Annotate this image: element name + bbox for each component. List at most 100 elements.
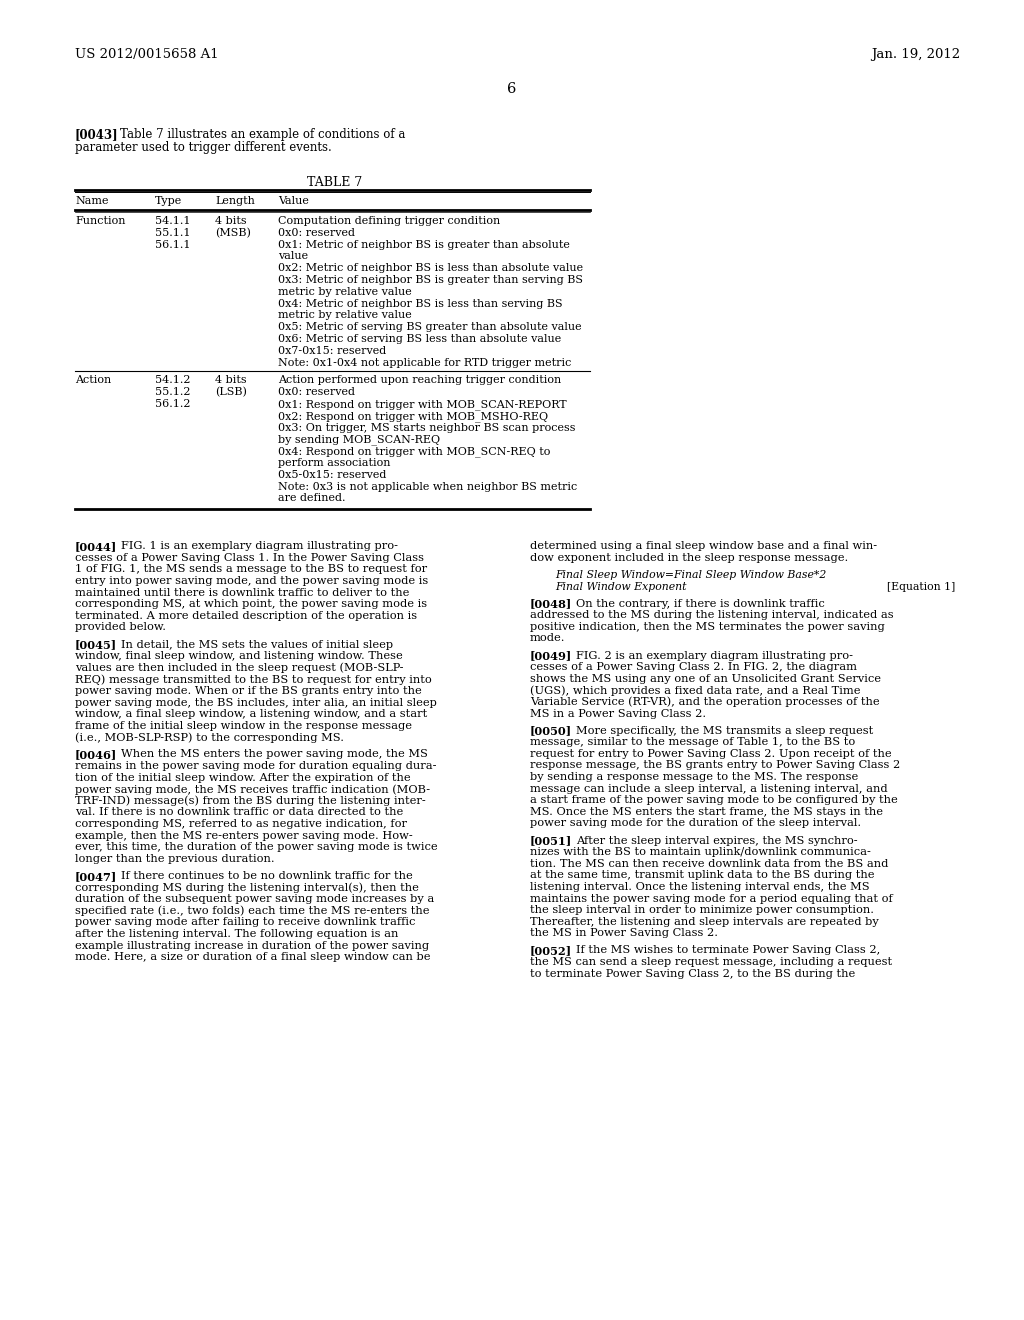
Text: mode. Here, a size or duration of a final sleep window can be: mode. Here, a size or duration of a fina…: [75, 952, 430, 962]
Text: by sending a response message to the MS. The response: by sending a response message to the MS.…: [530, 772, 858, 781]
Text: 56.1.2: 56.1.2: [155, 399, 190, 409]
Text: 0x0: reserved: 0x0: reserved: [278, 387, 355, 397]
Text: 0x2: Respond on trigger with MOB_MSHO-REQ: 0x2: Respond on trigger with MOB_MSHO-RE…: [278, 411, 548, 421]
Text: the sleep interval in order to minimize power consumption.: the sleep interval in order to minimize …: [530, 906, 874, 915]
Text: TRF-IND) message(s) from the BS during the listening inter-: TRF-IND) message(s) from the BS during t…: [75, 796, 426, 807]
Text: 55.1.2: 55.1.2: [155, 387, 190, 397]
Text: message can include a sleep interval, a listening interval, and: message can include a sleep interval, a …: [530, 784, 888, 793]
Text: REQ) message transmitted to the BS to request for entry into: REQ) message transmitted to the BS to re…: [75, 675, 432, 685]
Text: 0x7-0x15: reserved: 0x7-0x15: reserved: [278, 346, 386, 356]
Text: [0049]: [0049]: [530, 651, 572, 661]
Text: Note: 0x1-0x4 not applicable for RTD trigger metric: Note: 0x1-0x4 not applicable for RTD tri…: [278, 358, 571, 367]
Text: Computation defining trigger condition: Computation defining trigger condition: [278, 216, 501, 226]
Text: 0x6: Metric of serving BS less than absolute value: 0x6: Metric of serving BS less than abso…: [278, 334, 561, 345]
Text: FIG. 1 is an exemplary diagram illustrating pro-: FIG. 1 is an exemplary diagram illustrat…: [121, 541, 398, 552]
Text: example illustrating increase in duration of the power saving: example illustrating increase in duratio…: [75, 941, 429, 950]
Text: longer than the previous duration.: longer than the previous duration.: [75, 854, 274, 863]
Text: [0045]: [0045]: [75, 639, 117, 651]
Text: metric by relative value: metric by relative value: [278, 286, 412, 297]
Text: power saving mode. When or if the BS grants entry into the: power saving mode. When or if the BS gra…: [75, 686, 422, 696]
Text: 4 bits: 4 bits: [215, 375, 247, 385]
Text: at the same time, transmit uplink data to the BS during the: at the same time, transmit uplink data t…: [530, 870, 874, 880]
Text: terminated. A more detailed description of the operation is: terminated. A more detailed description …: [75, 611, 417, 620]
Text: (MSB): (MSB): [215, 228, 251, 238]
Text: When the MS enters the power saving mode, the MS: When the MS enters the power saving mode…: [121, 750, 428, 759]
Text: Value: Value: [278, 195, 309, 206]
Text: Action: Action: [75, 375, 112, 385]
Text: duration of the subsequent power saving mode increases by a: duration of the subsequent power saving …: [75, 894, 434, 904]
Text: are defined.: are defined.: [278, 494, 345, 503]
Text: entry into power saving mode, and the power saving mode is: entry into power saving mode, and the po…: [75, 576, 428, 586]
Text: frame of the initial sleep window in the response message: frame of the initial sleep window in the…: [75, 721, 412, 731]
Text: Final Window Exponent: Final Window Exponent: [555, 582, 686, 591]
Text: power saving mode for the duration of the sleep interval.: power saving mode for the duration of th…: [530, 818, 861, 829]
Text: cesses of a Power Saving Class 2. In FIG. 2, the diagram: cesses of a Power Saving Class 2. In FIG…: [530, 663, 857, 672]
Text: metric by relative value: metric by relative value: [278, 310, 412, 321]
Text: provided below.: provided below.: [75, 623, 166, 632]
Text: In detail, the MS sets the values of initial sleep: In detail, the MS sets the values of ini…: [121, 639, 393, 649]
Text: tion. The MS can then receive downlink data from the BS and: tion. The MS can then receive downlink d…: [530, 859, 889, 869]
Text: values are then included in the sleep request (MOB-SLP-: values are then included in the sleep re…: [75, 663, 403, 673]
Text: example, then the MS re-enters power saving mode. How-: example, then the MS re-enters power sav…: [75, 830, 413, 841]
Text: cesses of a Power Saving Class 1. In the Power Saving Class: cesses of a Power Saving Class 1. In the…: [75, 553, 424, 562]
Text: a start frame of the power saving mode to be configured by the: a start frame of the power saving mode t…: [530, 795, 898, 805]
Text: (i.e., MOB-SLP-RSP) to the corresponding MS.: (i.e., MOB-SLP-RSP) to the corresponding…: [75, 733, 344, 743]
Text: US 2012/0015658 A1: US 2012/0015658 A1: [75, 48, 219, 61]
Text: 54.1.2: 54.1.2: [155, 375, 190, 385]
Text: Final Sleep Window=Final Sleep Window Base*2: Final Sleep Window=Final Sleep Window Ba…: [555, 570, 826, 579]
Text: [Equation 1]: [Equation 1]: [887, 582, 955, 591]
Text: the MS in Power Saving Class 2.: the MS in Power Saving Class 2.: [530, 928, 718, 939]
Text: Length: Length: [215, 195, 255, 206]
Text: maintained until there is downlink traffic to deliver to the: maintained until there is downlink traff…: [75, 587, 410, 598]
Text: addressed to the MS during the listening interval, indicated as: addressed to the MS during the listening…: [530, 610, 894, 620]
Text: nizes with the BS to maintain uplink/downlink communica-: nizes with the BS to maintain uplink/dow…: [530, 847, 870, 857]
Text: Note: 0x3 is not applicable when neighbor BS metric: Note: 0x3 is not applicable when neighbo…: [278, 482, 578, 491]
Text: [0044]: [0044]: [75, 541, 118, 552]
Text: TABLE 7: TABLE 7: [307, 176, 362, 189]
Text: 6: 6: [507, 82, 517, 96]
Text: value: value: [278, 251, 308, 261]
Text: (UGS), which provides a fixed data rate, and a Real Time: (UGS), which provides a fixed data rate,…: [530, 685, 860, 696]
Text: MS. Once the MS enters the start frame, the MS stays in the: MS. Once the MS enters the start frame, …: [530, 807, 883, 817]
Text: More specifically, the MS transmits a sleep request: More specifically, the MS transmits a sl…: [575, 726, 873, 735]
Text: If the MS wishes to terminate Power Saving Class 2,: If the MS wishes to terminate Power Savi…: [575, 945, 881, 956]
Text: mode.: mode.: [530, 634, 565, 643]
Text: the MS can send a sleep request message, including a request: the MS can send a sleep request message,…: [530, 957, 892, 968]
Text: message, similar to the message of Table 1, to the BS to: message, similar to the message of Table…: [530, 737, 855, 747]
Text: [0050]: [0050]: [530, 726, 572, 737]
Text: power saving mode, the MS receives traffic indication (MOB-: power saving mode, the MS receives traff…: [75, 784, 430, 795]
Text: 0x4: Metric of neighbor BS is less than serving BS: 0x4: Metric of neighbor BS is less than …: [278, 298, 562, 309]
Text: positive indication, then the MS terminates the power saving: positive indication, then the MS termina…: [530, 622, 885, 632]
Text: specified rate (i.e., two folds) each time the MS re-enters the: specified rate (i.e., two folds) each ti…: [75, 906, 429, 916]
Text: after the listening interval. The following equation is an: after the listening interval. The follow…: [75, 929, 398, 939]
Text: Type: Type: [155, 195, 182, 206]
Text: 0x3: Metric of neighbor BS is greater than serving BS: 0x3: Metric of neighbor BS is greater th…: [278, 275, 583, 285]
Text: by sending MOB_SCAN-REQ: by sending MOB_SCAN-REQ: [278, 434, 440, 445]
Text: 0x4: Respond on trigger with MOB_SCN-REQ to: 0x4: Respond on trigger with MOB_SCN-REQ…: [278, 446, 550, 457]
Text: window, final sleep window, and listening window. These: window, final sleep window, and listenin…: [75, 651, 402, 661]
Text: [0052]: [0052]: [530, 945, 572, 957]
Text: 1 of FIG. 1, the MS sends a message to the BS to request for: 1 of FIG. 1, the MS sends a message to t…: [75, 565, 427, 574]
Text: 0x1: Respond on trigger with MOB_SCAN-REPORT: 0x1: Respond on trigger with MOB_SCAN-RE…: [278, 399, 566, 409]
Text: Action performed upon reaching trigger condition: Action performed upon reaching trigger c…: [278, 375, 561, 385]
Text: Thereafter, the listening and sleep intervals are repeated by: Thereafter, the listening and sleep inte…: [530, 916, 879, 927]
Text: (LSB): (LSB): [215, 387, 247, 397]
Text: request for entry to Power Saving Class 2. Upon receipt of the: request for entry to Power Saving Class …: [530, 748, 892, 759]
Text: After the sleep interval expires, the MS synchro-: After the sleep interval expires, the MS…: [575, 836, 858, 846]
Text: [0051]: [0051]: [530, 836, 572, 846]
Text: 56.1.1: 56.1.1: [155, 240, 190, 249]
Text: parameter used to trigger different events.: parameter used to trigger different even…: [75, 141, 332, 154]
Text: 54.1.1: 54.1.1: [155, 216, 190, 226]
Text: If there continues to be no downlink traffic for the: If there continues to be no downlink tra…: [121, 871, 413, 880]
Text: [0047]: [0047]: [75, 871, 118, 882]
Text: Name: Name: [75, 195, 109, 206]
Text: corresponding MS during the listening interval(s), then the: corresponding MS during the listening in…: [75, 883, 419, 894]
Text: Table 7 illustrates an example of conditions of a: Table 7 illustrates an example of condit…: [120, 128, 406, 141]
Text: listening interval. Once the listening interval ends, the MS: listening interval. Once the listening i…: [530, 882, 869, 892]
Text: 4 bits: 4 bits: [215, 216, 247, 226]
Text: power saving mode, the BS includes, inter alia, an initial sleep: power saving mode, the BS includes, inte…: [75, 697, 437, 708]
Text: On the contrary, if there is downlink traffic: On the contrary, if there is downlink tr…: [575, 598, 824, 609]
Text: 0x5: Metric of serving BS greater than absolute value: 0x5: Metric of serving BS greater than a…: [278, 322, 582, 333]
Text: power saving mode after failing to receive downlink traffic: power saving mode after failing to recei…: [75, 917, 416, 928]
Text: 0x1: Metric of neighbor BS is greater than absolute: 0x1: Metric of neighbor BS is greater th…: [278, 240, 570, 249]
